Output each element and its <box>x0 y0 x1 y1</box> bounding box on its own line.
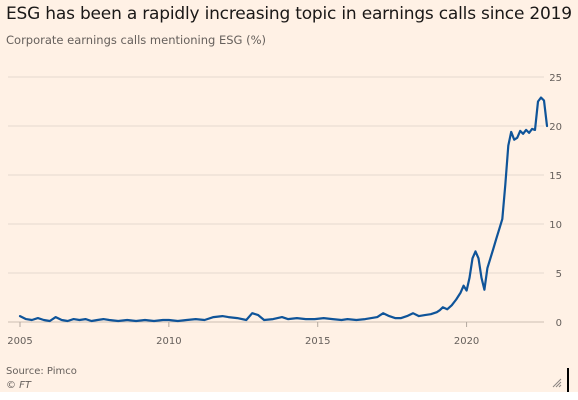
grid-lines <box>8 76 544 323</box>
y-tick-label: 10 <box>549 220 562 231</box>
credit-note: © FT <box>6 380 32 391</box>
y-tick-label: 20 <box>549 122 562 133</box>
y-tick-label: 15 <box>549 171 562 182</box>
x-tick-label: 2010 <box>156 336 181 347</box>
x-tick-label: 2015 <box>305 336 330 347</box>
x-tick-label: 2005 <box>7 336 32 347</box>
resize-grip-icon[interactable] <box>552 378 562 388</box>
y-tick-label: 25 <box>549 73 562 84</box>
bottom-strip <box>0 392 578 400</box>
series-line <box>18 96 549 323</box>
chart-title: ESG has been a rapidly increasing topic … <box>6 4 572 24</box>
y-tick-label: 0 <box>556 318 562 329</box>
text-cursor <box>567 368 569 392</box>
source-note: Source: Pimco <box>6 366 77 377</box>
axis-ticks: 0 5 10 15 20 25 2005 2010 2015 2020 <box>7 73 562 347</box>
x-tick-label: 2020 <box>454 336 479 347</box>
series-layer <box>18 96 549 323</box>
y-tick-label: 5 <box>556 269 562 280</box>
chart-subtitle: Corporate earnings calls mentioning ESG … <box>6 33 266 47</box>
